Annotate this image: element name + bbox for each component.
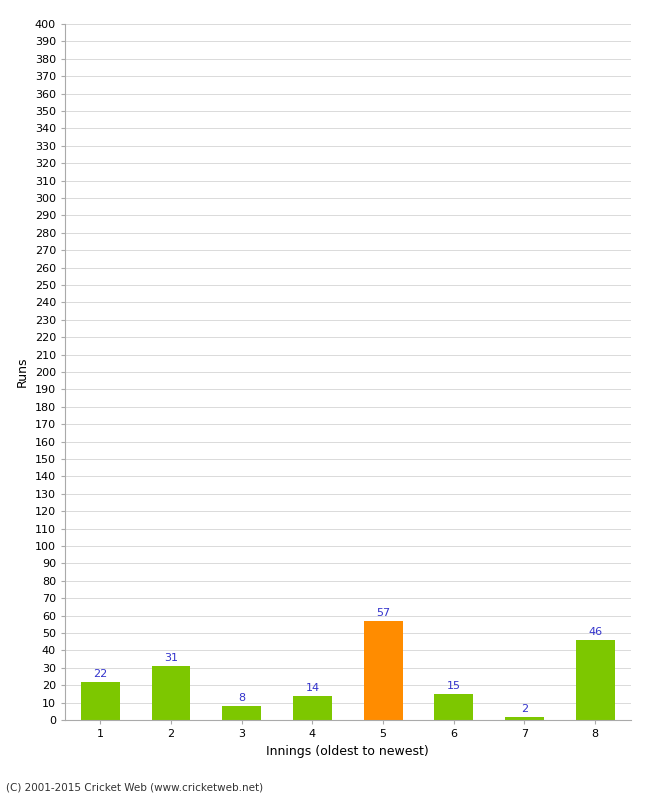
Text: 57: 57 xyxy=(376,608,390,618)
Bar xyxy=(505,717,544,720)
Bar xyxy=(363,621,402,720)
Bar xyxy=(434,694,473,720)
Text: 22: 22 xyxy=(93,669,107,679)
Text: 14: 14 xyxy=(306,683,319,693)
Bar xyxy=(81,682,120,720)
Bar xyxy=(151,666,190,720)
Text: 2: 2 xyxy=(521,704,528,714)
Bar xyxy=(576,640,615,720)
Text: 8: 8 xyxy=(238,694,245,703)
X-axis label: Innings (oldest to newest): Innings (oldest to newest) xyxy=(266,745,429,758)
Text: (C) 2001-2015 Cricket Web (www.cricketweb.net): (C) 2001-2015 Cricket Web (www.cricketwe… xyxy=(6,782,264,792)
Bar xyxy=(222,706,261,720)
Bar xyxy=(293,696,332,720)
Text: 15: 15 xyxy=(447,682,461,691)
Text: 46: 46 xyxy=(588,627,602,638)
Text: 31: 31 xyxy=(164,654,178,663)
Y-axis label: Runs: Runs xyxy=(16,357,29,387)
